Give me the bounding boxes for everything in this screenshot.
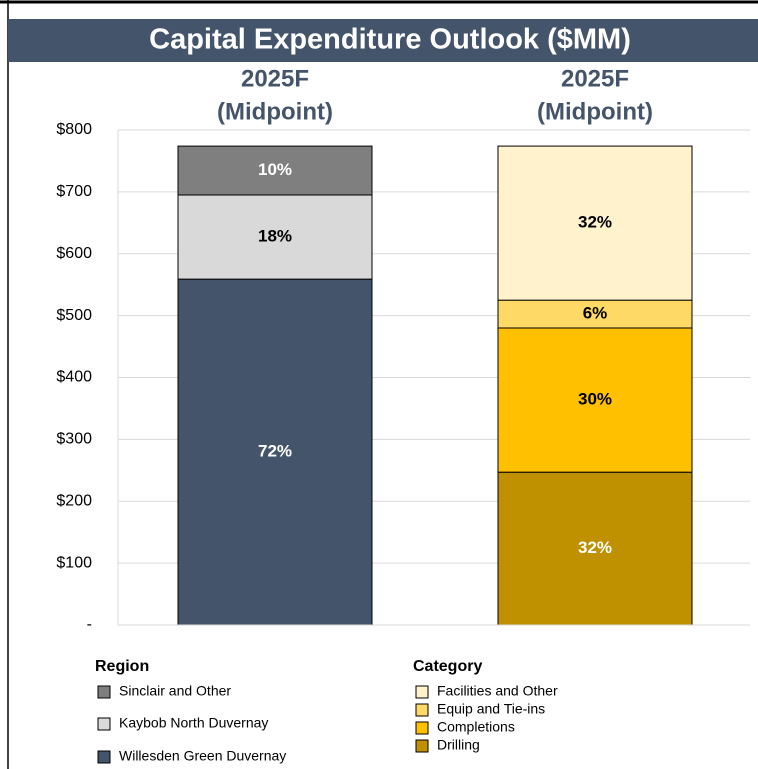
legend-label: Willesden Green Duvernay: [119, 748, 286, 764]
y-tick-label: $400: [56, 369, 92, 386]
title-banner: [8, 19, 758, 62]
y-tick-label: $700: [56, 183, 92, 200]
legend-swatch: [415, 721, 429, 735]
category-label: (Midpoint): [537, 98, 653, 125]
legend-label: Equip and Tie-ins: [437, 701, 545, 717]
legend-swatch: [415, 739, 429, 753]
category-label: 2025F: [241, 65, 309, 92]
y-tick-label: $800: [56, 121, 92, 138]
legend-label: Sinclair and Other: [119, 683, 231, 699]
data-label: 32%: [578, 213, 612, 232]
legend-swatch: [97, 685, 111, 699]
legend-swatch: [415, 703, 429, 717]
data-label: 10%: [258, 160, 292, 179]
bar-segment: [497, 145, 693, 301]
data-label: 30%: [578, 390, 612, 409]
legend-title: Region: [95, 658, 149, 675]
chart-title: Capital Expenditure Outlook ($MM): [149, 24, 631, 56]
y-tick-label: $300: [56, 431, 92, 448]
bar-segment: [497, 299, 693, 329]
legend-swatch: [97, 717, 111, 731]
y-tick-label: $500: [56, 307, 92, 324]
y-tick-label: $600: [56, 245, 92, 262]
category-label: (Midpoint): [217, 98, 333, 125]
data-label: 32%: [578, 538, 612, 557]
y-tick-label: $200: [56, 492, 92, 509]
data-label: 18%: [258, 227, 292, 246]
category-label: 2025F: [561, 65, 629, 92]
bar-segment: [497, 471, 693, 626]
legend-title: Category: [413, 658, 482, 675]
data-label: 72%: [258, 442, 292, 461]
y-tick-label: $100: [56, 554, 92, 571]
bar-segment: [177, 145, 373, 196]
legend-swatch: [415, 685, 429, 699]
legend-swatch: [97, 750, 111, 764]
bar-segment: [177, 278, 373, 626]
legend-label: Kaybob North Duvernay: [119, 715, 268, 731]
legend-label: Drilling: [437, 737, 480, 753]
y-tick-label: -: [87, 616, 92, 633]
data-label: 6%: [583, 304, 608, 323]
legend-label: Completions: [437, 719, 515, 735]
legend-label: Facilities and Other: [437, 683, 558, 699]
bar-segment: [497, 327, 693, 473]
